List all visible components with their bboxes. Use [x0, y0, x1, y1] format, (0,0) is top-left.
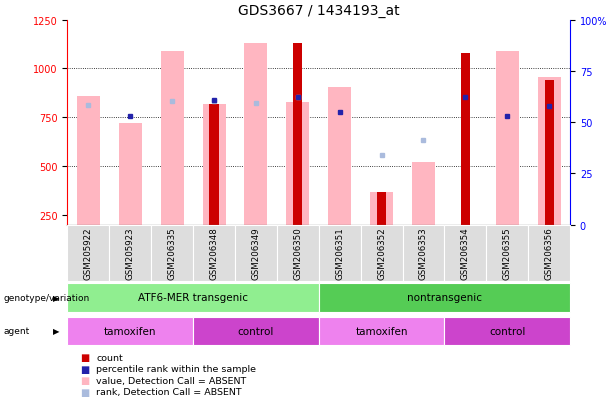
Bar: [412, 163, 435, 225]
Bar: [293, 44, 302, 225]
Bar: [67, 284, 319, 312]
Text: nontransgenic: nontransgenic: [407, 293, 482, 303]
Bar: [370, 193, 393, 225]
Bar: [538, 78, 561, 225]
Bar: [193, 225, 235, 281]
Text: ■: ■: [80, 375, 89, 385]
Bar: [119, 124, 142, 225]
Bar: [319, 317, 444, 345]
Text: GSM206354: GSM206354: [461, 227, 470, 279]
Bar: [328, 88, 351, 225]
Bar: [151, 225, 193, 281]
Bar: [377, 193, 386, 225]
Text: ▶: ▶: [53, 293, 59, 302]
Text: GSM205923: GSM205923: [126, 227, 135, 279]
Bar: [193, 317, 319, 345]
Text: ■: ■: [80, 352, 89, 362]
Text: GSM206355: GSM206355: [503, 227, 512, 279]
Text: GSM205922: GSM205922: [84, 227, 93, 279]
Bar: [544, 81, 554, 225]
Text: tamoxifen: tamoxifen: [356, 326, 408, 336]
Bar: [319, 225, 360, 281]
Text: genotype/variation: genotype/variation: [3, 293, 89, 302]
Bar: [496, 52, 519, 225]
Text: ATF6-MER transgenic: ATF6-MER transgenic: [138, 293, 248, 303]
Bar: [360, 225, 403, 281]
Bar: [486, 225, 528, 281]
Text: GSM206351: GSM206351: [335, 227, 345, 279]
Bar: [109, 225, 151, 281]
Text: rank, Detection Call = ABSENT: rank, Detection Call = ABSENT: [96, 387, 242, 396]
Text: agent: agent: [3, 326, 29, 335]
Bar: [444, 317, 570, 345]
Text: ▶: ▶: [53, 326, 59, 335]
Text: ■: ■: [80, 387, 89, 397]
Text: value, Detection Call = ABSENT: value, Detection Call = ABSENT: [96, 376, 246, 385]
Bar: [161, 52, 184, 225]
Text: percentile rank within the sample: percentile rank within the sample: [96, 364, 256, 373]
Bar: [528, 225, 570, 281]
Bar: [286, 102, 310, 225]
Bar: [444, 225, 486, 281]
Text: GSM206348: GSM206348: [210, 227, 219, 279]
Bar: [67, 317, 193, 345]
Bar: [245, 44, 267, 225]
Text: GSM206356: GSM206356: [544, 227, 554, 279]
Bar: [461, 54, 470, 225]
Bar: [77, 97, 100, 225]
Bar: [67, 225, 109, 281]
Bar: [277, 225, 319, 281]
Text: GSM206352: GSM206352: [377, 227, 386, 279]
Bar: [403, 225, 444, 281]
Bar: [235, 225, 277, 281]
Text: GSM206353: GSM206353: [419, 227, 428, 279]
Text: control: control: [238, 326, 274, 336]
Text: ■: ■: [80, 364, 89, 374]
Text: count: count: [96, 353, 123, 362]
Title: GDS3667 / 1434193_at: GDS3667 / 1434193_at: [238, 4, 400, 18]
Text: tamoxifen: tamoxifen: [104, 326, 156, 336]
Bar: [210, 104, 219, 225]
Text: GSM206350: GSM206350: [293, 227, 302, 279]
Bar: [319, 284, 570, 312]
Bar: [202, 104, 226, 225]
Text: GSM206335: GSM206335: [167, 227, 177, 279]
Text: control: control: [489, 326, 525, 336]
Text: GSM206349: GSM206349: [251, 227, 261, 279]
